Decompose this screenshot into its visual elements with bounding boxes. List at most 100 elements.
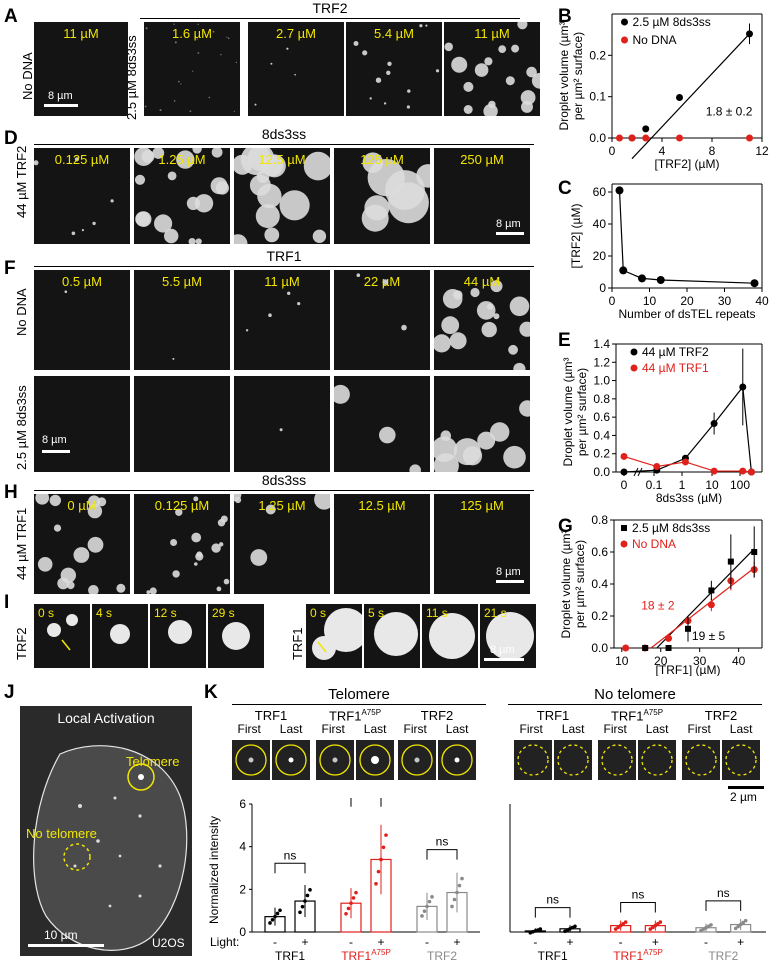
- scale-bar-label: 8 µm: [42, 434, 67, 446]
- data-dot: [653, 923, 658, 928]
- x-tick-label: 0.1: [646, 478, 663, 492]
- panel-i-trf2-frame-1: 0 s: [34, 604, 90, 668]
- protein-label: TRF1: [610, 708, 644, 724]
- y-tick-label: 0.1: [589, 90, 606, 104]
- droplets: [334, 384, 421, 472]
- data-dot: [303, 899, 307, 903]
- data-point-trf2-nodna: [676, 134, 683, 142]
- legend-label-nodna: No DNA: [633, 33, 677, 47]
- droplet: [66, 614, 78, 626]
- droplet: [429, 613, 475, 659]
- y-tick-label: 0.6: [593, 410, 610, 424]
- k-group-header: TRF2: [681, 708, 761, 723]
- panel-h-image-5: 125 µM 8 µm: [434, 494, 530, 594]
- panel-f-row2-image-4: [334, 376, 430, 472]
- y-axis-label: Normalized intensity: [207, 816, 221, 924]
- data-point-trf1: [653, 463, 661, 471]
- data-dot: [621, 922, 625, 926]
- legend-label-dna: 2.5 µM 8ds3ss: [632, 521, 710, 535]
- panel-a-rule: [140, 18, 520, 19]
- mutation-superscript: A75P: [643, 708, 664, 717]
- x-axis-label: Number of dsTEL repeats: [619, 307, 756, 321]
- droplets: [234, 494, 330, 566]
- panel-a-image-4: 5.4 µM: [346, 22, 442, 116]
- last-label: Last: [363, 722, 387, 736]
- x-tick-label: 10: [705, 478, 719, 492]
- x-tick-label: 4: [659, 144, 666, 158]
- data-point-dna: [665, 645, 672, 651]
- concentration-label: 125 µM: [360, 152, 404, 167]
- concentration-label: 0.5 µM: [61, 274, 102, 289]
- panel-j-scale-bar: [28, 944, 104, 947]
- k-thumbnail: [554, 740, 592, 780]
- data-dot: [455, 890, 459, 895]
- data-dot: [430, 895, 434, 899]
- light-sign: -: [533, 935, 537, 949]
- k-thumbnail: [514, 740, 552, 780]
- droplets: [35, 494, 126, 594]
- y-tick-label: 1.4: [593, 337, 610, 351]
- legend-label-trf2: 44 µM TRF2: [642, 345, 709, 359]
- y-tick-label: 40: [593, 217, 607, 231]
- concentration-label: 125 µM: [460, 498, 504, 513]
- k-group-header: TRF1A75P: [597, 708, 677, 723]
- x-tick-label: 20: [654, 654, 668, 668]
- chart-e: E 0.0 0.2 0.4 0.6 0.8 1.0 1.2 1.4 0 0.1 1 10 100 44 µM…: [558, 330, 763, 504]
- panel-i-left-label: TRF2: [14, 627, 29, 661]
- y-tick-label: 0.8: [591, 513, 608, 527]
- last-label: Last: [561, 722, 585, 736]
- data-dot: [450, 904, 454, 909]
- concentration-label: 11 µM: [63, 26, 99, 41]
- protein-label: TRF1: [536, 708, 570, 723]
- concentration-label: 1.6 µM: [171, 26, 212, 41]
- scale-bar: [42, 450, 70, 453]
- concentration-label: 11 µM: [474, 26, 510, 41]
- data-point-trf2-dna: [642, 125, 650, 133]
- concentration-label: 0.125 µM: [154, 498, 210, 513]
- panel-j-cell-label: U2OS: [152, 936, 185, 950]
- x-tick-label: 30: [718, 294, 732, 308]
- light-sign: +: [301, 935, 308, 949]
- first-label: First: [687, 722, 711, 736]
- concentration-label: 44 µM: [463, 274, 501, 289]
- data-point: [656, 276, 665, 284]
- panel-f-row2-image-3: [234, 376, 330, 472]
- x-tick-label: 20: [680, 294, 694, 308]
- droplets: [146, 496, 230, 594]
- scale-bar-label: 8 µm: [496, 218, 521, 230]
- panel-k-scale-label: 2 µm: [730, 790, 757, 804]
- panel-d-image-2: 1.25 µM: [134, 148, 230, 244]
- data-dot: [379, 857, 383, 862]
- light-sign: +: [566, 935, 573, 949]
- y-tick-label: 20: [593, 249, 607, 263]
- droplets: [234, 148, 330, 244]
- data-dot: [298, 910, 302, 915]
- protein-label: TRF2: [420, 708, 454, 723]
- concentration-label: 0 µM: [67, 498, 97, 513]
- data-dot: [538, 927, 543, 931]
- data-point-nodna: [707, 601, 715, 609]
- panel-i-trf1-frame-2: 5 s: [364, 604, 420, 668]
- x-tick-label: 1: [679, 478, 686, 492]
- data-dot: [452, 897, 457, 902]
- panel-d-rule: [34, 144, 534, 145]
- protein-axis-label: TRF2: [427, 949, 457, 962]
- data-dot: [738, 922, 743, 927]
- data-dot: [658, 920, 663, 924]
- x-tick-label: 100: [730, 478, 750, 492]
- y-tick-label: 0.0: [593, 465, 610, 479]
- axis-break: [637, 467, 643, 477]
- light-sign: -: [273, 935, 277, 949]
- light-sign: +: [453, 935, 460, 949]
- scale-bar: [496, 232, 524, 235]
- x-axis-label: [TRF1] (µM): [656, 663, 721, 676]
- droplets: [356, 273, 407, 331]
- data-dot: [305, 893, 310, 898]
- scale-bar-label: 8 µm: [496, 566, 521, 578]
- data-dot: [573, 924, 577, 929]
- light-sign: -: [619, 935, 623, 949]
- data-dot: [308, 888, 312, 892]
- panel-i-right-label: TRF1: [290, 627, 305, 661]
- data-point: [638, 274, 646, 283]
